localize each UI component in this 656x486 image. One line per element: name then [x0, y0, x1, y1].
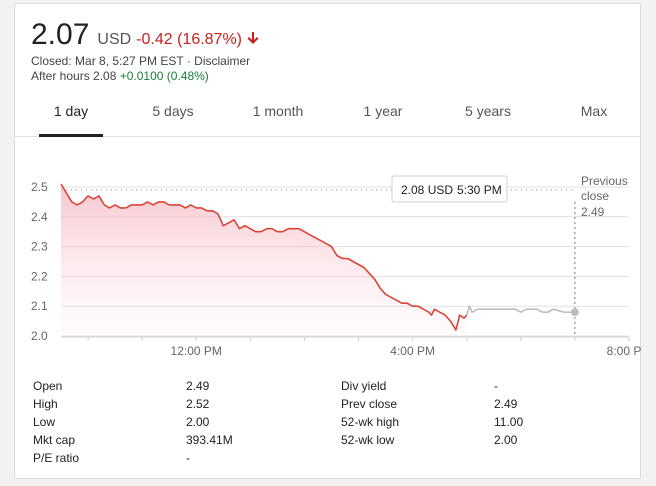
stat-value-div-yield: -: [494, 379, 498, 393]
after-hours-label: After hours 2.08: [31, 69, 117, 83]
stat-label-open: Open: [33, 379, 63, 393]
stat-label-div-yield: Div yield: [341, 379, 387, 393]
stat-label-high: High: [33, 397, 58, 411]
previous-close-label: close: [581, 189, 609, 203]
tab-1-day[interactable]: 1 day: [39, 96, 103, 137]
tab-max[interactable]: Max: [580, 103, 608, 119]
regular-session-line: [60, 183, 468, 331]
y-tick-label: 2.1: [31, 299, 48, 313]
tab-5-days[interactable]: 5 days: [152, 103, 194, 119]
stat-label-prev-close: Prev close: [341, 397, 398, 411]
previous-close-label: Previous: [581, 174, 628, 188]
y-tick-label: 2.5: [31, 180, 48, 194]
stock-quote-card: 2.07 USD -0.42 (16.87%) Closed: Mar 8, 5…: [14, 3, 642, 479]
after-hours-status: After hours 2.08 +0.0100 (0.48%): [31, 69, 209, 83]
stat-label-pe-ratio: P/E ratio: [33, 451, 80, 465]
x-tick-label: 12:00 PM: [171, 344, 222, 358]
tooltip-price: 2.08 USD: [401, 183, 453, 197]
hover-point: [570, 308, 579, 317]
time-range-tabs: 1 day 5 days 1 month 1 year 5 years Max: [15, 96, 642, 137]
stat-value-open: 2.49: [186, 379, 210, 393]
stat-label-mkt-cap: Mkt cap: [33, 433, 76, 447]
hover-tooltip: [391, 175, 508, 203]
y-tick-label: 2.0: [31, 329, 48, 343]
tab-1-month[interactable]: 1 month: [252, 103, 304, 119]
stat-value-pe-ratio: -: [186, 451, 190, 465]
regular-session-area: [61, 184, 467, 336]
price-change: -0.42 (16.87%): [136, 31, 243, 48]
stat-value-mkt-cap: 393.41M: [186, 433, 233, 447]
stat-row-low: Low 2.00 52-wk high 11.00: [33, 415, 633, 433]
after-hours-line: [465, 305, 575, 316]
stat-value-high: 2.52: [186, 397, 210, 411]
stat-label-52wk-high: 52-wk high: [341, 415, 400, 429]
x-tick-label: 8:00 PM: [607, 344, 642, 358]
stat-row-pe-ratio: P/E ratio -: [33, 451, 633, 469]
current-price: 2.07: [31, 18, 90, 51]
previous-close-value: 2.49: [581, 205, 605, 219]
stat-value-52wk-high: 11.00: [494, 415, 524, 429]
after-hours-change: +0.0100 (0.48%): [119, 69, 209, 83]
y-tick-label: 2.4: [31, 210, 48, 224]
y-tick-label: 2.3: [31, 240, 48, 254]
tab-5-years[interactable]: 5 years: [465, 103, 511, 119]
currency-label: USD: [97, 31, 132, 48]
stat-row-high: High 2.52 Prev close 2.49: [33, 397, 633, 415]
stat-value-low: 2.00: [186, 415, 210, 429]
stat-row-mkt-cap: Mkt cap 393.41M 52-wk low 2.00: [33, 433, 633, 451]
stat-row-open: Open 2.49 Div yield -: [33, 379, 633, 397]
tab-1-year[interactable]: 1 year: [363, 103, 403, 119]
closed-status: Closed: Mar 8, 5:27 PM EST · Disclaimer: [31, 54, 251, 68]
price-row: 2.07 USD -0.42 (16.87%): [31, 18, 260, 52]
x-tick-label: 4:00 PM: [390, 344, 435, 358]
arrow-down-icon: [247, 32, 259, 44]
stat-value-52wk-low: 2.00: [494, 433, 518, 447]
stat-label-52wk-low: 52-wk low: [341, 433, 395, 447]
y-tick-label: 2.2: [31, 269, 48, 283]
stat-value-prev-close: 2.49: [494, 397, 518, 411]
tooltip-time: 5:30 PM: [457, 183, 502, 197]
stat-label-low: Low: [33, 415, 56, 429]
